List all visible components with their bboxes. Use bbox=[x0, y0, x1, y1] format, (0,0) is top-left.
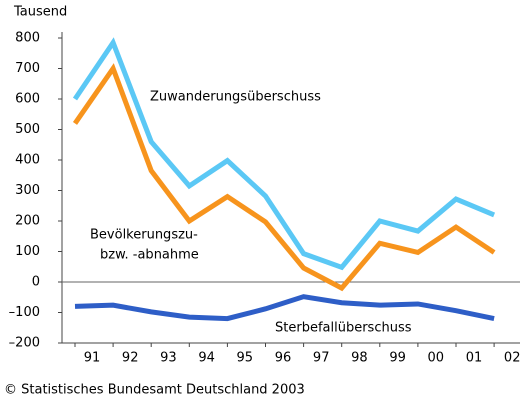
series-line bbox=[74, 294, 495, 322]
y-tick-label: 800 bbox=[15, 31, 40, 46]
x-tick-label: 92 bbox=[122, 351, 139, 366]
x-tick-label: 01 bbox=[466, 351, 483, 366]
series-label: Zuwanderungsüberschuss bbox=[150, 90, 321, 105]
x-tick-label: 99 bbox=[389, 351, 406, 366]
x-tick-label: 00 bbox=[428, 351, 445, 366]
y-tick-label: 0 bbox=[32, 275, 40, 290]
series-line bbox=[72, 37, 496, 271]
x-tick-label: 96 bbox=[275, 351, 292, 366]
y-tick-label: 600 bbox=[15, 92, 40, 107]
y-tick-label: 500 bbox=[15, 122, 40, 137]
y-tick-label: –100 bbox=[9, 305, 40, 320]
y-tick-label: –200 bbox=[9, 336, 40, 351]
y-tick-label: 400 bbox=[15, 153, 40, 168]
x-tick-label: 98 bbox=[351, 351, 368, 366]
x-tick-label: 97 bbox=[313, 351, 330, 366]
source: © Statistisches Bundesamt Deutschland 20… bbox=[4, 383, 305, 398]
x-tick-label: 93 bbox=[160, 351, 177, 366]
y-tick-label: 200 bbox=[15, 214, 40, 229]
x-tick-label: 02 bbox=[504, 351, 521, 366]
series-label: Bevölkerungszu- bbox=[90, 228, 198, 243]
series-label: Sterbefallüberschuss bbox=[275, 321, 412, 336]
series-line bbox=[72, 63, 496, 292]
series-label: bzw. -abnahme bbox=[100, 248, 199, 263]
y-tick-label: 300 bbox=[15, 183, 40, 198]
x-tick-label: 94 bbox=[198, 351, 215, 366]
y-tick-label: 100 bbox=[15, 244, 40, 259]
x-tick-label: 91 bbox=[84, 351, 101, 366]
x-tick-label: 95 bbox=[237, 351, 254, 366]
y-tick-label: 700 bbox=[15, 61, 40, 76]
unit-label: Tausend bbox=[13, 5, 67, 20]
